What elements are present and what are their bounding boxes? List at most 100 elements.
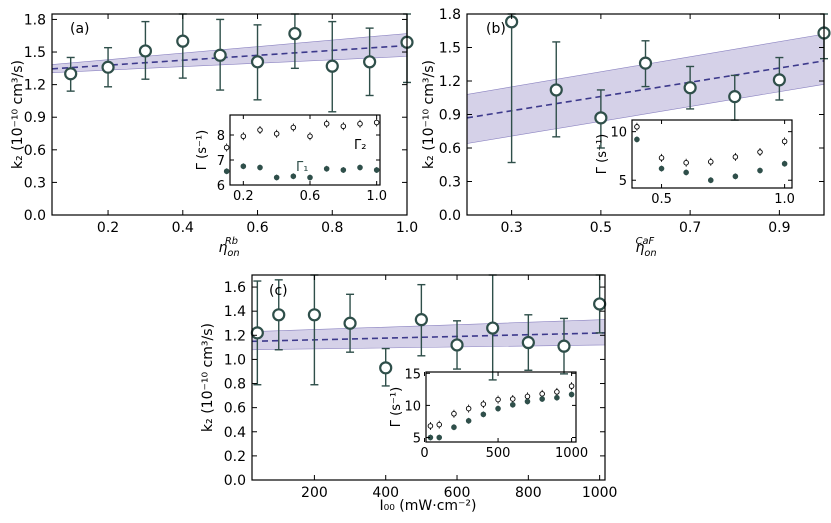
inset-y-tick-label: 8 <box>217 129 225 144</box>
x-tick-label: 0.8 <box>321 220 343 236</box>
x-tick-label: 400 <box>372 485 399 501</box>
inset-plot: 0.5 1.0 5 10Γ (s⁻¹) <box>595 119 795 207</box>
gamma2-point <box>307 133 313 139</box>
data-point <box>486 321 500 335</box>
gamma2-point <box>323 120 330 127</box>
gamma2-point <box>223 144 230 151</box>
y-axis-label: k₂ (10⁻¹⁰ cm³/s) <box>421 60 437 169</box>
y-tick-label: 0.0 <box>439 208 461 224</box>
plot-frame <box>51 13 408 216</box>
gamma1-point <box>509 401 516 408</box>
data-point <box>176 34 190 48</box>
x-tick-label: 0.6 <box>246 220 268 236</box>
gamma2-point <box>451 410 457 417</box>
gamma1-point <box>290 173 297 180</box>
panel-a: 0.2 0.4 0.6 0.8 1.0 0.0 0.3 0.6 0.9 1.2 1.5 1.8 (a) η… <box>10 12 418 259</box>
inset-x-tick-label: 1.0 <box>774 192 795 207</box>
data-point <box>549 83 563 97</box>
gamma1-point <box>539 396 545 402</box>
inset-y-axis-label: Γ (s⁻¹) <box>195 130 210 170</box>
y-tick-label: 1.2 <box>439 74 461 90</box>
gamma2-point <box>683 159 689 166</box>
x-axis-label: ηonRb <box>218 236 239 259</box>
gamma1-point <box>307 174 313 181</box>
y-axis-label: k₂ (10⁻¹⁰ cm³/s) <box>200 323 216 432</box>
y-tick-label: 0.6 <box>439 141 461 157</box>
inset-y-tick-label: 6 <box>217 179 225 194</box>
x-tick-label: 1.0 <box>396 220 418 236</box>
data-point <box>250 326 264 340</box>
gamma1-point <box>568 391 575 398</box>
data-point <box>772 73 786 87</box>
gamma1-point <box>373 167 380 173</box>
gamma1-point <box>707 177 714 184</box>
gamma2-point <box>436 421 442 428</box>
y-tick-label: 0.4 <box>224 425 246 441</box>
gamma1-point <box>451 424 457 431</box>
gamma1-point <box>495 405 501 412</box>
inset-y-tick-label: 10 <box>610 126 627 141</box>
y-tick-label: 0.6 <box>24 143 46 159</box>
data-point <box>594 111 608 125</box>
gamma2-point <box>465 405 472 412</box>
y-tick-label: 1.2 <box>24 78 46 94</box>
gamma2-label: Γ₂ <box>354 138 366 153</box>
gamma1-point <box>465 418 472 424</box>
gamma2-point <box>708 159 714 165</box>
y-tick-label: 1.4 <box>224 304 246 320</box>
y-axis-label: k₂ (10⁻¹⁰ cm³/s) <box>10 60 26 169</box>
gamma1-point <box>240 163 247 170</box>
data-point <box>272 308 286 322</box>
inset-x-tick-label: 0.2 <box>233 189 254 204</box>
fit-line <box>466 60 825 119</box>
x-tick-label: 200 <box>301 485 328 501</box>
y-tick-label: 0.3 <box>24 175 46 191</box>
gamma2-point <box>480 401 487 407</box>
gamma2-point <box>554 389 560 395</box>
inset-y-tick-label: 10 <box>404 399 421 414</box>
y-tick-label: 1.0 <box>224 352 246 368</box>
inset-y-tick-label: 5 <box>619 174 627 189</box>
data-point <box>343 316 357 330</box>
data-point <box>101 60 115 74</box>
y-tick-label: 1.5 <box>439 41 461 57</box>
data-point <box>728 90 742 104</box>
panel-c: 200 400 600 800 1000 0.0 0.2 0.4 0.6 0.8 1.0 1.2 1.4… <box>200 274 617 514</box>
y-tick-label: 1.6 <box>224 280 246 296</box>
panel-label: (b) <box>486 21 506 37</box>
gamma1-point <box>436 434 443 441</box>
data-point <box>325 59 339 73</box>
y-tick-label: 1.8 <box>439 7 461 23</box>
y-tick-label: 0.0 <box>24 208 46 224</box>
data-point <box>138 44 153 58</box>
plot-frame <box>251 274 606 481</box>
gamma1-point <box>273 174 280 181</box>
gamma2-point <box>539 391 545 397</box>
y-tick-label: 0.9 <box>439 108 461 124</box>
data-point <box>638 56 653 70</box>
panel-b: 0.3 0.5 0.7 0.9 0.0 0.3 0.6 0.9 1.2 1.5 1.8 (b) ηonC… <box>421 7 831 259</box>
gamma1-point <box>257 164 263 171</box>
inset-y-tick-label: 7 <box>217 154 225 169</box>
inset-x-tick-label: 1000 <box>555 446 588 461</box>
gamma2-point <box>634 124 640 130</box>
gamma2-point <box>732 154 739 160</box>
y-tick-label: 0.9 <box>24 110 46 126</box>
data-point <box>450 338 464 352</box>
inset-frame <box>425 371 577 443</box>
inset-x-tick-label: 500 <box>486 446 511 461</box>
gamma1-point <box>480 411 487 418</box>
x-axis-label: ηonCaF <box>635 236 656 259</box>
inset-x-tick-label: 0 <box>420 446 428 461</box>
x-tick-label: 600 <box>444 485 471 501</box>
gamma2-point <box>781 138 788 145</box>
data-point <box>521 335 535 350</box>
gamma2-point <box>568 383 575 389</box>
data-point <box>593 297 607 311</box>
gamma1-point <box>323 165 330 172</box>
gamma1-point <box>757 167 763 174</box>
x-tick-label: 0.5 <box>590 220 612 236</box>
y-tick-label: 0.6 <box>224 401 246 417</box>
inset-frame <box>229 114 381 186</box>
y-tick-label: 0.8 <box>224 377 246 393</box>
